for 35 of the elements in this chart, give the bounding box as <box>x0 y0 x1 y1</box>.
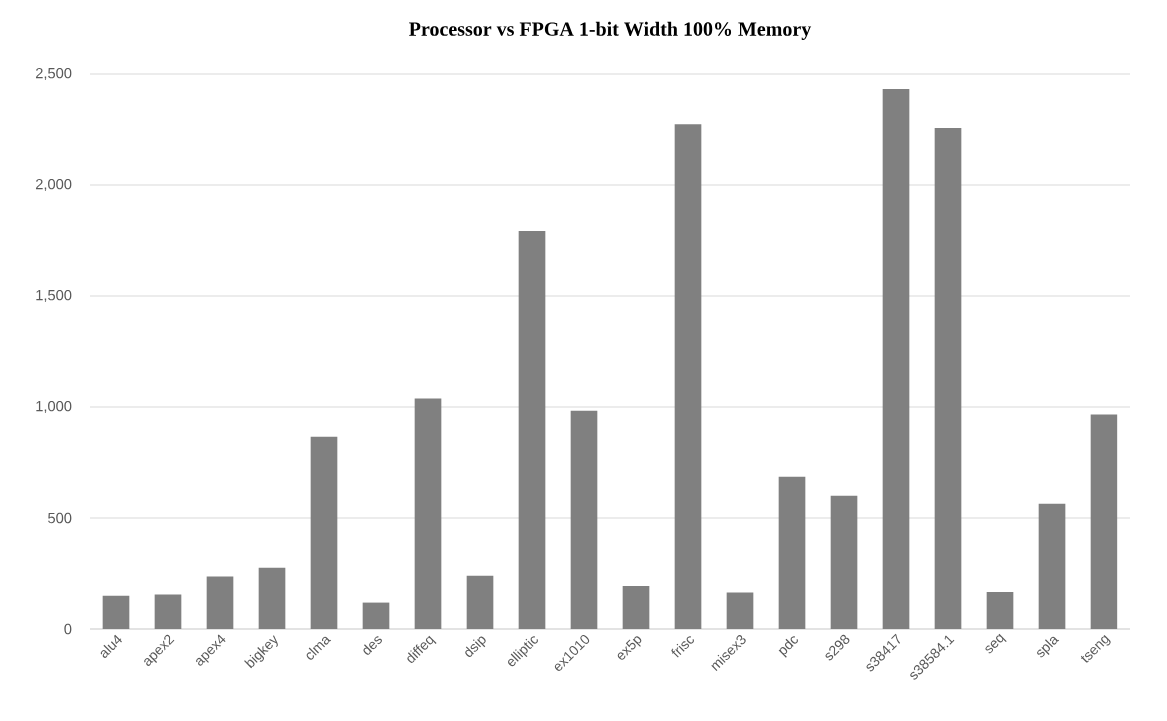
bar <box>154 594 182 629</box>
bar <box>882 89 910 629</box>
bar <box>258 567 286 629</box>
bar <box>102 595 130 629</box>
x-tick-label: spla <box>1037 636 1060 658</box>
bar <box>622 585 650 629</box>
y-tick-label: 1,000 <box>36 400 72 414</box>
bar <box>362 602 390 629</box>
bar <box>1038 503 1066 629</box>
x-tick-label: dsip <box>465 636 486 658</box>
x-tick-label: frisc <box>671 636 694 658</box>
x-tick-label: clma <box>306 636 332 660</box>
bar <box>934 127 962 629</box>
y-tick-label: 1,500 <box>36 289 72 303</box>
y-tick-label: 0 <box>64 623 72 635</box>
bar <box>570 410 598 629</box>
bar <box>466 575 494 629</box>
x-tick-label: pdc <box>778 636 798 658</box>
x-tick-label: alu4 <box>100 634 122 658</box>
bar <box>206 576 234 629</box>
y-tick-label: 500 <box>48 512 72 524</box>
y-tick-label: 2,000 <box>35 178 72 192</box>
bar <box>726 592 754 629</box>
bar <box>518 230 546 629</box>
bar <box>986 591 1014 629</box>
x-tick-label: seq <box>985 633 1007 654</box>
bar <box>414 398 442 629</box>
chart-title: Processor vs FPGA 1-bit Width 100% Memory <box>409 21 812 40</box>
bar <box>310 436 338 629</box>
bar <box>830 495 858 629</box>
x-tick-label: des <box>363 636 382 655</box>
bar <box>674 124 702 629</box>
y-tick-label: 2,500 <box>35 67 72 81</box>
bar <box>1090 414 1118 629</box>
bar <box>778 476 806 629</box>
